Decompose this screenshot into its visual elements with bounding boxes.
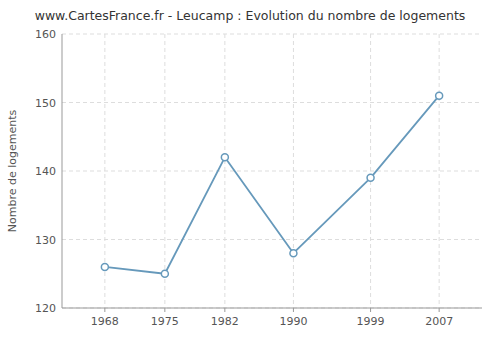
x-tick (293, 308, 294, 312)
point (290, 250, 297, 257)
point (436, 92, 443, 99)
x-tick-label: 1982 (211, 315, 239, 328)
x-tick-label: 1990 (279, 315, 307, 328)
background (0, 0, 500, 340)
grid-line-y (62, 34, 482, 35)
grid-line-y (62, 102, 482, 103)
grid-line-y (62, 239, 482, 240)
point (221, 154, 228, 161)
grid-line-x (439, 34, 440, 308)
y-tick-label: 130 (35, 234, 56, 247)
plot-area (101, 92, 442, 277)
x-tick-label: 1999 (357, 315, 385, 328)
grid-line-y (62, 171, 482, 172)
y-tick-label: 120 (35, 302, 56, 315)
y-tick-label: 140 (35, 165, 56, 178)
y-tick-label: 160 (35, 28, 56, 41)
chart-svg: 120 130 140 150 160 1968 1975 1982 1990 1999 2007 w… (0, 0, 500, 340)
grid-line-y (62, 308, 482, 309)
x-tick (164, 308, 165, 312)
x-tick (224, 308, 225, 312)
x-tick (439, 308, 440, 312)
grid-line-x (224, 34, 225, 308)
x-tick-label: 1968 (91, 315, 119, 328)
y-tick-label: 150 (35, 97, 56, 110)
grid-line-x (370, 34, 371, 308)
axes: 120 130 140 150 160 1968 1975 1982 1990 1999 2007 (35, 28, 482, 328)
grid-line-x (164, 34, 165, 308)
x-tick (104, 308, 105, 312)
point (101, 263, 108, 270)
title: www.CartesFrance.fr - Leucamp : Evolutio… (35, 8, 466, 23)
line (105, 96, 439, 274)
x-tick (370, 308, 371, 312)
chart-container: 120 130 140 150 160 1968 1975 1982 1990 1999 2007 w… (0, 0, 500, 340)
y-axis-line (62, 34, 63, 308)
x-axis-line (62, 308, 482, 309)
y-axis-label: Nombre de logements (6, 109, 19, 232)
point (367, 174, 374, 181)
x-tick-label: 2007 (425, 315, 453, 328)
point (161, 270, 168, 277)
x-tick-label: 1975 (151, 315, 179, 328)
grid-line-x (293, 34, 294, 308)
